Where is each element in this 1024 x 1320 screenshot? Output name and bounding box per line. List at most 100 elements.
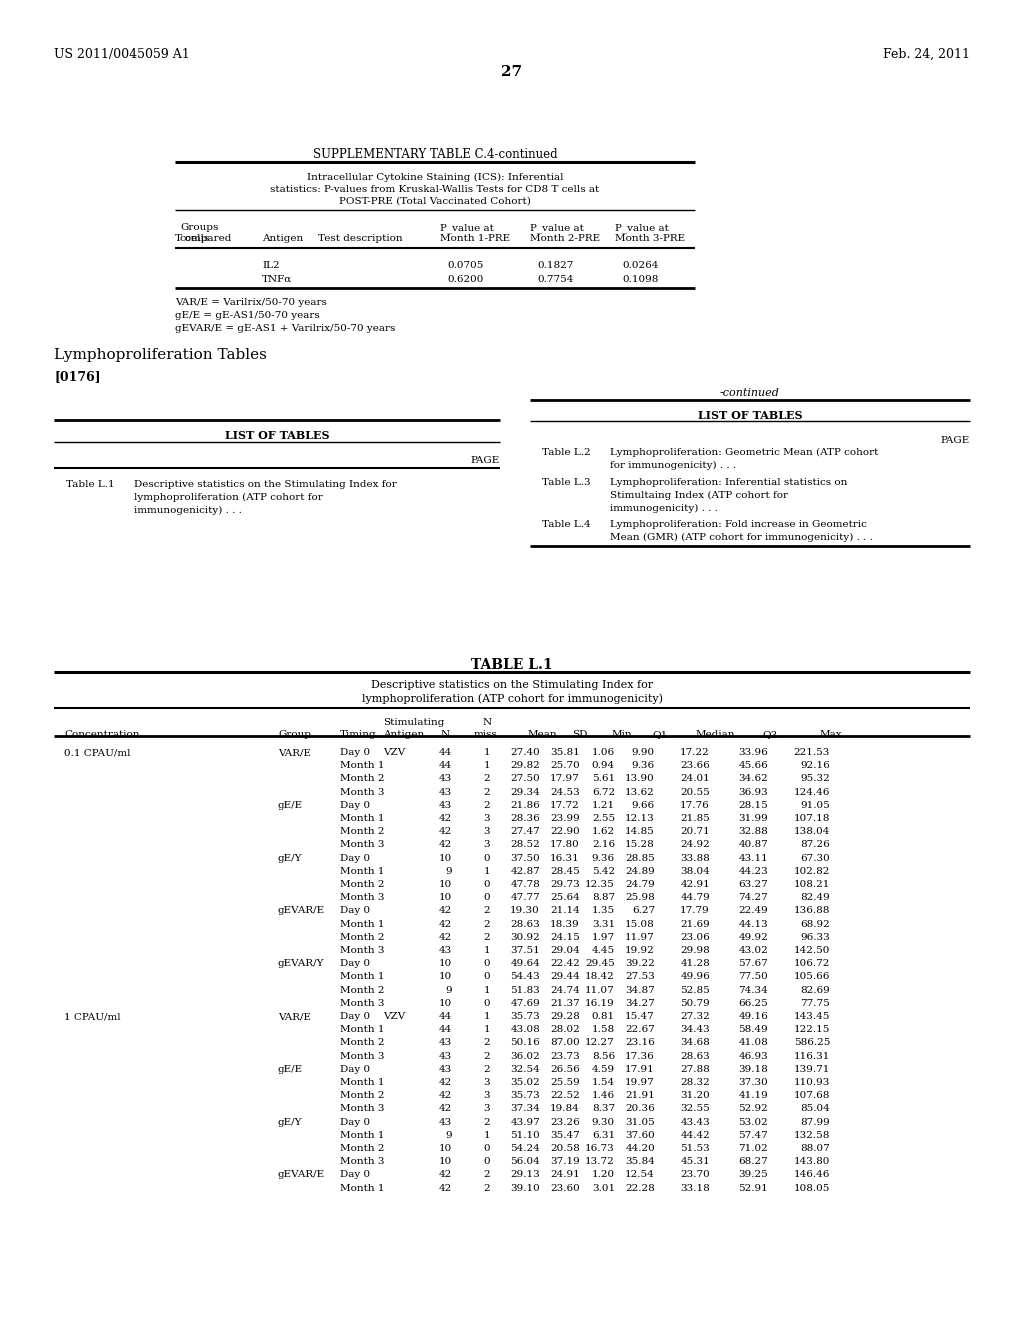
Text: Lymphoproliferation: Geometric Mean (ATP cohort: Lymphoproliferation: Geometric Mean (ATP… bbox=[610, 447, 879, 457]
Text: POST-PRE (Total Vaccinated Cohort): POST-PRE (Total Vaccinated Cohort) bbox=[339, 197, 530, 206]
Text: lymphoproliferation (ATP cohort for immunogenicity): lymphoproliferation (ATP cohort for immu… bbox=[361, 693, 663, 704]
Text: 9: 9 bbox=[445, 867, 452, 875]
Text: 34.87: 34.87 bbox=[626, 986, 655, 994]
Text: 43: 43 bbox=[438, 775, 452, 783]
Text: 21.37: 21.37 bbox=[550, 999, 580, 1007]
Text: 3.01: 3.01 bbox=[592, 1184, 615, 1192]
Text: 29.45: 29.45 bbox=[586, 960, 615, 968]
Text: 43: 43 bbox=[438, 1052, 452, 1060]
Text: 122.15: 122.15 bbox=[794, 1026, 830, 1034]
Text: 27.53: 27.53 bbox=[626, 973, 655, 981]
Text: 95.32: 95.32 bbox=[800, 775, 830, 783]
Text: 39.10: 39.10 bbox=[510, 1184, 540, 1192]
Text: 21.91: 21.91 bbox=[626, 1092, 655, 1100]
Text: 32.55: 32.55 bbox=[680, 1105, 710, 1113]
Text: Day 0: Day 0 bbox=[340, 1012, 370, 1020]
Text: 107.68: 107.68 bbox=[794, 1092, 830, 1100]
Text: gE/Y: gE/Y bbox=[278, 854, 302, 862]
Text: Mean (GMR) (ATP cohort for immunogenicity) . . .: Mean (GMR) (ATP cohort for immunogenicit… bbox=[610, 533, 872, 543]
Text: VZV: VZV bbox=[383, 748, 406, 756]
Text: 28.85: 28.85 bbox=[626, 854, 655, 862]
Text: 2: 2 bbox=[483, 788, 490, 796]
Text: Stimulating: Stimulating bbox=[383, 718, 444, 727]
Text: LIST OF TABLES: LIST OF TABLES bbox=[697, 411, 802, 421]
Text: 37.34: 37.34 bbox=[510, 1105, 540, 1113]
Text: Month 2: Month 2 bbox=[340, 1039, 384, 1047]
Text: 44.79: 44.79 bbox=[680, 894, 710, 902]
Text: 31.99: 31.99 bbox=[738, 814, 768, 822]
Text: 110.93: 110.93 bbox=[794, 1078, 830, 1086]
Text: 31.20: 31.20 bbox=[680, 1092, 710, 1100]
Text: 1.97: 1.97 bbox=[592, 933, 615, 941]
Text: 29.98: 29.98 bbox=[680, 946, 710, 954]
Text: 21.85: 21.85 bbox=[680, 814, 710, 822]
Text: 43.97: 43.97 bbox=[510, 1118, 540, 1126]
Text: 2: 2 bbox=[483, 1118, 490, 1126]
Text: 34.68: 34.68 bbox=[680, 1039, 710, 1047]
Text: 49.96: 49.96 bbox=[680, 973, 710, 981]
Text: 6.72: 6.72 bbox=[592, 788, 615, 796]
Text: 23.60: 23.60 bbox=[550, 1184, 580, 1192]
Text: 22.52: 22.52 bbox=[550, 1092, 580, 1100]
Text: for immunogenicity) . . .: for immunogenicity) . . . bbox=[610, 461, 736, 470]
Text: 17.36: 17.36 bbox=[626, 1052, 655, 1060]
Text: Day 0: Day 0 bbox=[340, 960, 370, 968]
Text: 41.28: 41.28 bbox=[680, 960, 710, 968]
Text: TNFα: TNFα bbox=[262, 275, 292, 284]
Text: 42: 42 bbox=[438, 1092, 452, 1100]
Text: Feb. 24, 2011: Feb. 24, 2011 bbox=[883, 48, 970, 61]
Text: 35.02: 35.02 bbox=[510, 1078, 540, 1086]
Text: 27.50: 27.50 bbox=[510, 775, 540, 783]
Text: 33.96: 33.96 bbox=[738, 748, 768, 756]
Text: immunogenicity) . . .: immunogenicity) . . . bbox=[134, 506, 242, 515]
Text: 42: 42 bbox=[438, 1105, 452, 1113]
Text: 5.61: 5.61 bbox=[592, 775, 615, 783]
Text: 23.16: 23.16 bbox=[626, 1039, 655, 1047]
Text: Month 3: Month 3 bbox=[340, 1052, 384, 1060]
Text: 63.27: 63.27 bbox=[738, 880, 768, 888]
Text: 9.36: 9.36 bbox=[592, 854, 615, 862]
Text: Lymphoproliferation: Fold increase in Geometric: Lymphoproliferation: Fold increase in Ge… bbox=[610, 520, 867, 529]
Text: 23.73: 23.73 bbox=[550, 1052, 580, 1060]
Text: Month 3: Month 3 bbox=[340, 894, 384, 902]
Text: 27.40: 27.40 bbox=[510, 748, 540, 756]
Text: 28.32: 28.32 bbox=[680, 1078, 710, 1086]
Text: 56.04: 56.04 bbox=[510, 1158, 540, 1166]
Text: Concentration: Concentration bbox=[63, 730, 139, 739]
Text: 108.21: 108.21 bbox=[794, 880, 830, 888]
Text: miss.: miss. bbox=[473, 730, 501, 739]
Text: 0.1 CPAU/ml: 0.1 CPAU/ml bbox=[63, 748, 130, 756]
Text: 143.45: 143.45 bbox=[794, 1012, 830, 1020]
Text: 138.04: 138.04 bbox=[794, 828, 830, 836]
Text: 46.93: 46.93 bbox=[738, 1052, 768, 1060]
Text: 1: 1 bbox=[483, 748, 490, 756]
Text: 22.42: 22.42 bbox=[550, 960, 580, 968]
Text: 0: 0 bbox=[483, 960, 490, 968]
Text: 41.19: 41.19 bbox=[738, 1092, 768, 1100]
Text: 9.66: 9.66 bbox=[632, 801, 655, 809]
Text: 0: 0 bbox=[483, 880, 490, 888]
Text: 24.92: 24.92 bbox=[680, 841, 710, 849]
Text: gEVAR/E = gE-AS1 + Varilrix/50-70 years: gEVAR/E = gE-AS1 + Varilrix/50-70 years bbox=[175, 323, 395, 333]
Text: 6.27: 6.27 bbox=[632, 907, 655, 915]
Text: 29.28: 29.28 bbox=[550, 1012, 580, 1020]
Text: Month 1: Month 1 bbox=[340, 973, 384, 981]
Text: 10: 10 bbox=[438, 999, 452, 1007]
Text: 57.47: 57.47 bbox=[738, 1131, 768, 1139]
Text: 16.19: 16.19 bbox=[586, 999, 615, 1007]
Text: 1.62: 1.62 bbox=[592, 828, 615, 836]
Text: 2.16: 2.16 bbox=[592, 841, 615, 849]
Text: Day 0: Day 0 bbox=[340, 748, 370, 756]
Text: 10: 10 bbox=[438, 880, 452, 888]
Text: statistics: P-values from Kruskal-Wallis Tests for CD8 T cells at: statistics: P-values from Kruskal-Wallis… bbox=[270, 185, 600, 194]
Text: 13.62: 13.62 bbox=[626, 788, 655, 796]
Text: 44.42: 44.42 bbox=[680, 1131, 710, 1139]
Text: 2: 2 bbox=[483, 775, 490, 783]
Text: 37.50: 37.50 bbox=[510, 854, 540, 862]
Text: 35.47: 35.47 bbox=[550, 1131, 580, 1139]
Text: 44: 44 bbox=[438, 1012, 452, 1020]
Text: gEVAR/Y: gEVAR/Y bbox=[278, 960, 325, 968]
Text: 24.74: 24.74 bbox=[550, 986, 580, 994]
Text: 25.98: 25.98 bbox=[626, 894, 655, 902]
Text: 1.46: 1.46 bbox=[592, 1092, 615, 1100]
